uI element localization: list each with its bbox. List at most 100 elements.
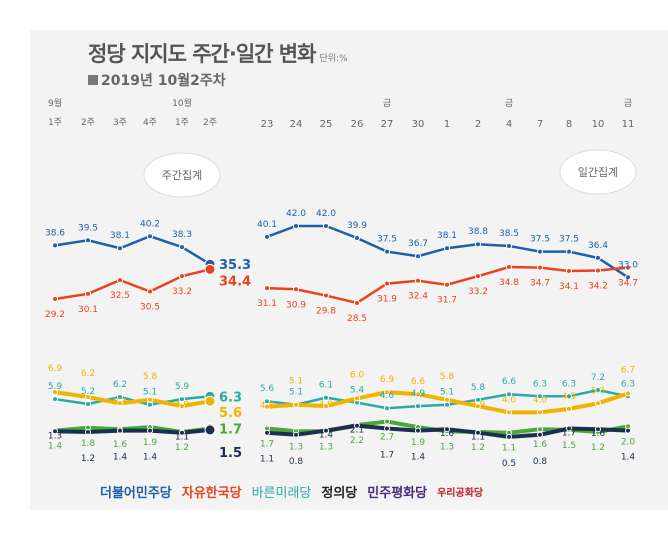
data-point — [85, 429, 91, 435]
callout-daily: 일간집계 — [578, 165, 618, 179]
data-point — [384, 280, 390, 287]
data-label: 1.6 — [440, 429, 455, 439]
data-label: 5.1 — [289, 377, 303, 387]
legend-bareun-mirae: 바른미래당 — [251, 486, 312, 501]
data-point — [537, 393, 543, 400]
legend-peace: 민주평화당 — [367, 486, 428, 501]
data-label: 33.2 — [468, 287, 488, 297]
data-point — [444, 396, 450, 403]
legend-our-republican: 우리공화당 — [437, 488, 484, 499]
data-point — [566, 393, 572, 400]
data-point — [179, 403, 185, 410]
data-point — [147, 401, 153, 408]
data-label: 1.2 — [81, 454, 95, 464]
data-label: 33.2 — [172, 287, 192, 297]
data-point — [264, 403, 270, 410]
data-label: 1.8 — [81, 439, 96, 449]
data-point — [147, 427, 153, 434]
data-point — [595, 267, 601, 274]
data-label: 39.5 — [78, 223, 98, 233]
data-point — [117, 400, 123, 407]
data-label: 1.7 — [219, 423, 242, 438]
data-point — [595, 400, 601, 407]
data-point — [625, 390, 631, 397]
week-tick-label: 1주 — [175, 117, 189, 128]
data-point — [537, 264, 543, 271]
data-label: 36.4 — [588, 241, 608, 251]
data-label: 6.2 — [113, 380, 127, 390]
data-point — [147, 396, 153, 403]
day-tick-label: 24 — [290, 119, 303, 130]
data-point — [264, 429, 270, 436]
data-label: 5.3 — [591, 386, 605, 396]
data-point — [323, 403, 329, 410]
data-label: 5.1 — [440, 388, 454, 398]
data-point — [566, 425, 572, 432]
data-point — [354, 395, 360, 402]
data-point — [444, 281, 450, 288]
data-label: 5.4 — [350, 386, 365, 396]
data-label: 1.1 — [502, 444, 516, 454]
data-label: 4.9 — [175, 400, 190, 410]
data-label: 38.3 — [172, 230, 192, 240]
data-point — [264, 398, 270, 405]
data-label: 1.4 — [113, 453, 128, 463]
data-label: 1.1 — [260, 455, 274, 465]
data-label: 1.7 — [380, 451, 394, 461]
data-label: 28.5 — [347, 314, 367, 324]
data-label: 6.3 — [219, 390, 242, 405]
data-label: 4.9 — [411, 389, 426, 399]
data-point — [264, 285, 270, 292]
data-label: 40.1 — [257, 220, 277, 230]
month-label: 10월 — [172, 97, 192, 109]
data-label: 42.0 — [286, 209, 306, 219]
data-label: 38.8 — [468, 227, 488, 237]
data-label: 6.7 — [621, 366, 635, 376]
data-label: 5.9 — [175, 382, 190, 392]
data-point — [537, 426, 543, 433]
data-point — [444, 426, 450, 433]
data-label: 6.2 — [81, 369, 95, 379]
data-point — [323, 223, 329, 229]
data-point — [506, 391, 512, 398]
data-point — [323, 292, 329, 299]
data-point — [384, 418, 390, 425]
data-point — [264, 233, 270, 240]
data-point — [354, 422, 360, 429]
data-point — [415, 253, 421, 260]
legend-liberty-korea: 자유한국당 — [181, 486, 242, 501]
data-point — [293, 223, 299, 229]
data-point — [537, 431, 543, 438]
data-point — [323, 394, 329, 401]
data-label: 34.7 — [618, 279, 638, 289]
data-label: 1.1 — [471, 433, 485, 443]
data-point — [506, 433, 512, 440]
data-point — [204, 424, 216, 436]
data-point — [354, 234, 360, 241]
data-point — [85, 237, 91, 244]
data-point — [595, 426, 601, 433]
data-point — [52, 295, 58, 302]
series-line — [54, 234, 211, 266]
data-label: 6.9 — [380, 375, 395, 385]
day-tick-label: 27 — [381, 119, 394, 130]
day-tick-label: 23 — [261, 119, 274, 130]
unit-label: 단위:% — [319, 54, 348, 64]
data-point — [566, 248, 572, 255]
data-label: 6.0 — [350, 370, 365, 380]
data-point — [52, 242, 58, 249]
data-label: 1.3 — [289, 442, 303, 452]
data-label: 5.6 — [219, 406, 242, 421]
week-tick-label: 3주 — [113, 117, 127, 128]
data-label: 6.3 — [562, 379, 576, 389]
data-point — [85, 401, 91, 407]
data-label: 38.6 — [45, 228, 65, 238]
data-point — [444, 245, 450, 252]
data-point — [52, 428, 58, 435]
data-label: 0.8 — [533, 457, 548, 467]
day-tick-label: 8 — [566, 119, 572, 130]
day-tick-label: 7 — [537, 119, 543, 130]
data-point — [537, 248, 543, 255]
data-point — [506, 242, 512, 249]
